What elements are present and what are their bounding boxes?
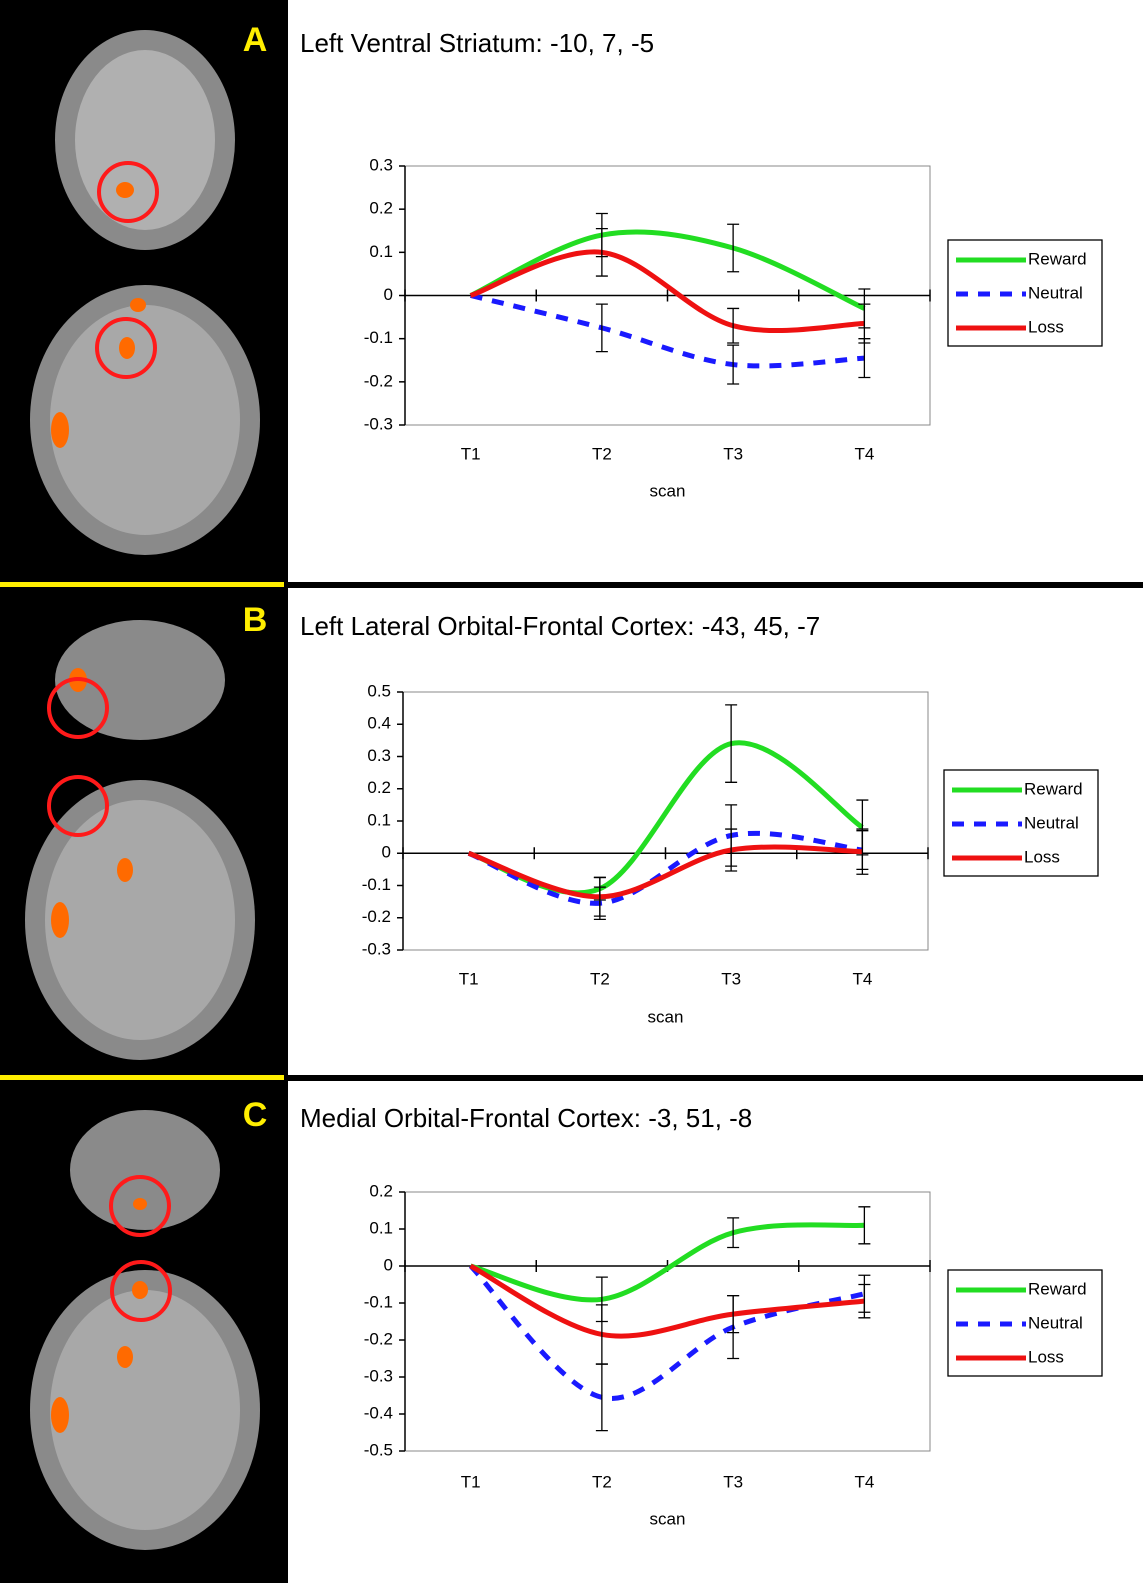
x-tick-label: T2 <box>590 969 610 988</box>
panel-letter: C <box>243 1096 268 1134</box>
separator <box>288 1075 1143 1081</box>
separator <box>0 582 284 587</box>
y-tick-label: 0.1 <box>369 1218 393 1237</box>
x-tick-label: T3 <box>723 1472 743 1491</box>
y-tick-label: -0.4 <box>364 1403 393 1422</box>
separator <box>288 582 1143 588</box>
x-tick-label: T1 <box>459 969 479 988</box>
x-axis-label: scan <box>650 481 686 500</box>
y-tick-label: -0.1 <box>362 875 391 894</box>
x-tick-label: T3 <box>723 444 743 463</box>
x-tick-label: T1 <box>461 1472 481 1491</box>
y-tick-label: 0.5 <box>367 681 391 700</box>
x-tick-label: T4 <box>854 1472 874 1491</box>
x-axis-label: scan <box>650 1509 686 1528</box>
y-tick-label: 0.3 <box>367 746 391 765</box>
legend-label: Neutral <box>1024 813 1079 832</box>
y-tick-label: -0.1 <box>364 1292 393 1311</box>
x-tick-label: T3 <box>721 969 741 988</box>
x-axis-label: scan <box>648 1007 684 1026</box>
y-tick-label: -0.2 <box>364 371 393 390</box>
y-tick-label: 0.1 <box>369 242 393 261</box>
y-tick-label: 0.4 <box>367 714 391 733</box>
y-tick-label: -0.3 <box>364 414 393 433</box>
x-tick-label: T2 <box>592 1472 612 1491</box>
legend-label: Reward <box>1028 1279 1087 1298</box>
x-tick-label: T1 <box>461 444 481 463</box>
legend-label: Reward <box>1028 249 1087 268</box>
panel-letter: B <box>243 601 268 639</box>
chart-title: Left Ventral Striatum: -10, 7, -5 <box>300 28 654 58</box>
y-tick-label: 0.1 <box>367 810 391 829</box>
legend-label: Neutral <box>1028 283 1083 302</box>
y-tick-label: -0.3 <box>362 939 391 958</box>
y-tick-label: 0 <box>382 843 391 862</box>
chart-title: Left Lateral Orbital-Frontal Cortex: -43… <box>300 611 820 641</box>
figure: A Left Ventral Striatum: -10, 7, -5 -0.3 -0… <box>0 0 1143 1583</box>
legend-label: Neutral <box>1028 1313 1083 1332</box>
x-tick-label: T2 <box>592 444 612 463</box>
y-tick-label: -0.2 <box>364 1329 393 1348</box>
legend-label: Loss <box>1028 1347 1064 1366</box>
y-tick-label: -0.5 <box>364 1440 393 1459</box>
legend-label: Loss <box>1028 317 1064 336</box>
y-tick-label: 0.2 <box>369 199 393 218</box>
plot-area <box>405 1192 930 1451</box>
separator <box>0 1075 284 1080</box>
y-tick-label: -0.1 <box>364 328 393 347</box>
y-tick-label: -0.3 <box>364 1366 393 1385</box>
legend-label: Reward <box>1024 779 1083 798</box>
panel-letter: A <box>243 21 268 59</box>
y-tick-label: 0 <box>384 285 393 304</box>
plot-area <box>403 692 928 950</box>
y-tick-label: 0.2 <box>367 778 391 797</box>
x-tick-label: T4 <box>852 969 872 988</box>
y-tick-label: 0.2 <box>369 1181 393 1200</box>
x-tick-label: T4 <box>854 444 874 463</box>
y-tick-label: 0 <box>384 1255 393 1274</box>
y-tick-label: 0.3 <box>369 155 393 174</box>
chart-title: Medial Orbital-Frontal Cortex: -3, 51, -… <box>300 1103 752 1133</box>
legend-label: Loss <box>1024 847 1060 866</box>
y-tick-label: -0.2 <box>362 907 391 926</box>
